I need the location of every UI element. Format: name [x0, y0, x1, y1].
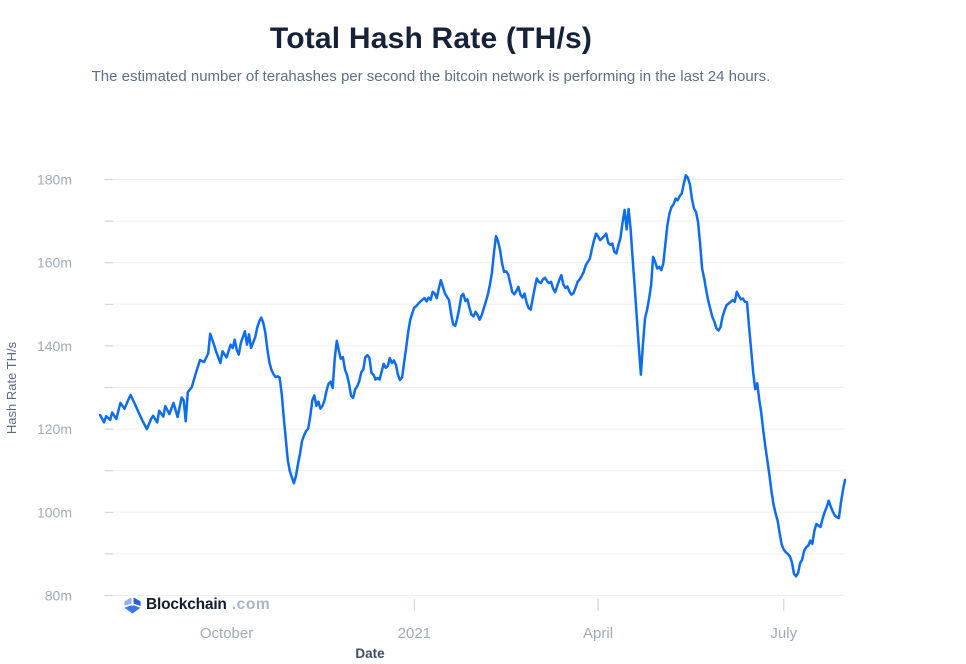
page-title: Total Hash Rate (TH/s) [269, 22, 593, 55]
y-tick-label: 160m [37, 255, 72, 271]
page-subtitle: The estimated number of terahashes per s… [91, 68, 771, 85]
x-axis-title: Date [355, 646, 385, 661]
y-tick-label: 180m [37, 172, 72, 188]
y-axis-title: Hash Rate TH/s [4, 341, 19, 434]
y-tick-label: 140m [37, 338, 72, 354]
y-tick-label: 80m [45, 588, 72, 604]
chart-header: Total Hash Rate (TH/s) The estimated num… [0, 22, 862, 85]
series-group[interactable] [98, 174, 847, 578]
hashrate-line[interactable] [98, 174, 847, 578]
x-tick-label: 2021 [398, 625, 431, 642]
x-axis-ticks: October 2021 April July [200, 599, 798, 642]
logo-brand-text: Blockchain [146, 596, 227, 613]
y-axis-ticks: 80m 100m 120m 140m 160m 180m [37, 172, 72, 604]
y-tick-label: 100m [37, 504, 72, 520]
x-tick-label: April [583, 625, 613, 642]
blockchain-logo[interactable]: Blockchain .com [124, 596, 270, 614]
x-tick-label: October [200, 625, 253, 642]
y-tick-label: 120m [37, 421, 72, 437]
gridlines [104, 179, 845, 596]
blockchain-diamond-icon [124, 596, 141, 614]
x-tick-label: July [770, 625, 797, 642]
logo-tld-text: .com [231, 596, 271, 613]
